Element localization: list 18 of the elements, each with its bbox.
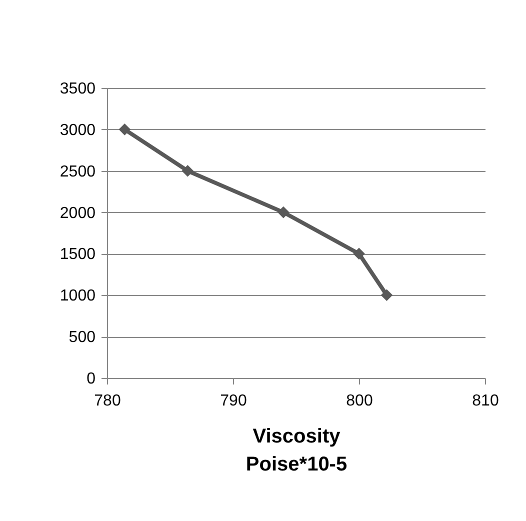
y-tick-label: 1000 (60, 288, 96, 305)
y-tick-label: 2000 (60, 204, 96, 222)
point (353, 248, 365, 260)
y-tick-label: 0 (86, 370, 96, 388)
y-tick-label: 3000 (60, 122, 96, 139)
y-tick-label: 3500 (60, 80, 96, 98)
point (277, 206, 290, 218)
x-tick-label: 800 (346, 392, 373, 410)
x-axis-title: Viscosity Poise*10-5 (246, 426, 348, 476)
x-tick-label: 790 (220, 392, 247, 410)
point (118, 124, 131, 136)
point (182, 164, 194, 177)
x-tick-label: 780 (94, 392, 121, 410)
y-tick-label: 500 (68, 329, 96, 346)
y-tick-label: 2500 (60, 163, 96, 180)
y-tick-label: 1500 (60, 246, 96, 264)
x-tick-label: 810 (472, 392, 499, 410)
point (380, 289, 393, 302)
